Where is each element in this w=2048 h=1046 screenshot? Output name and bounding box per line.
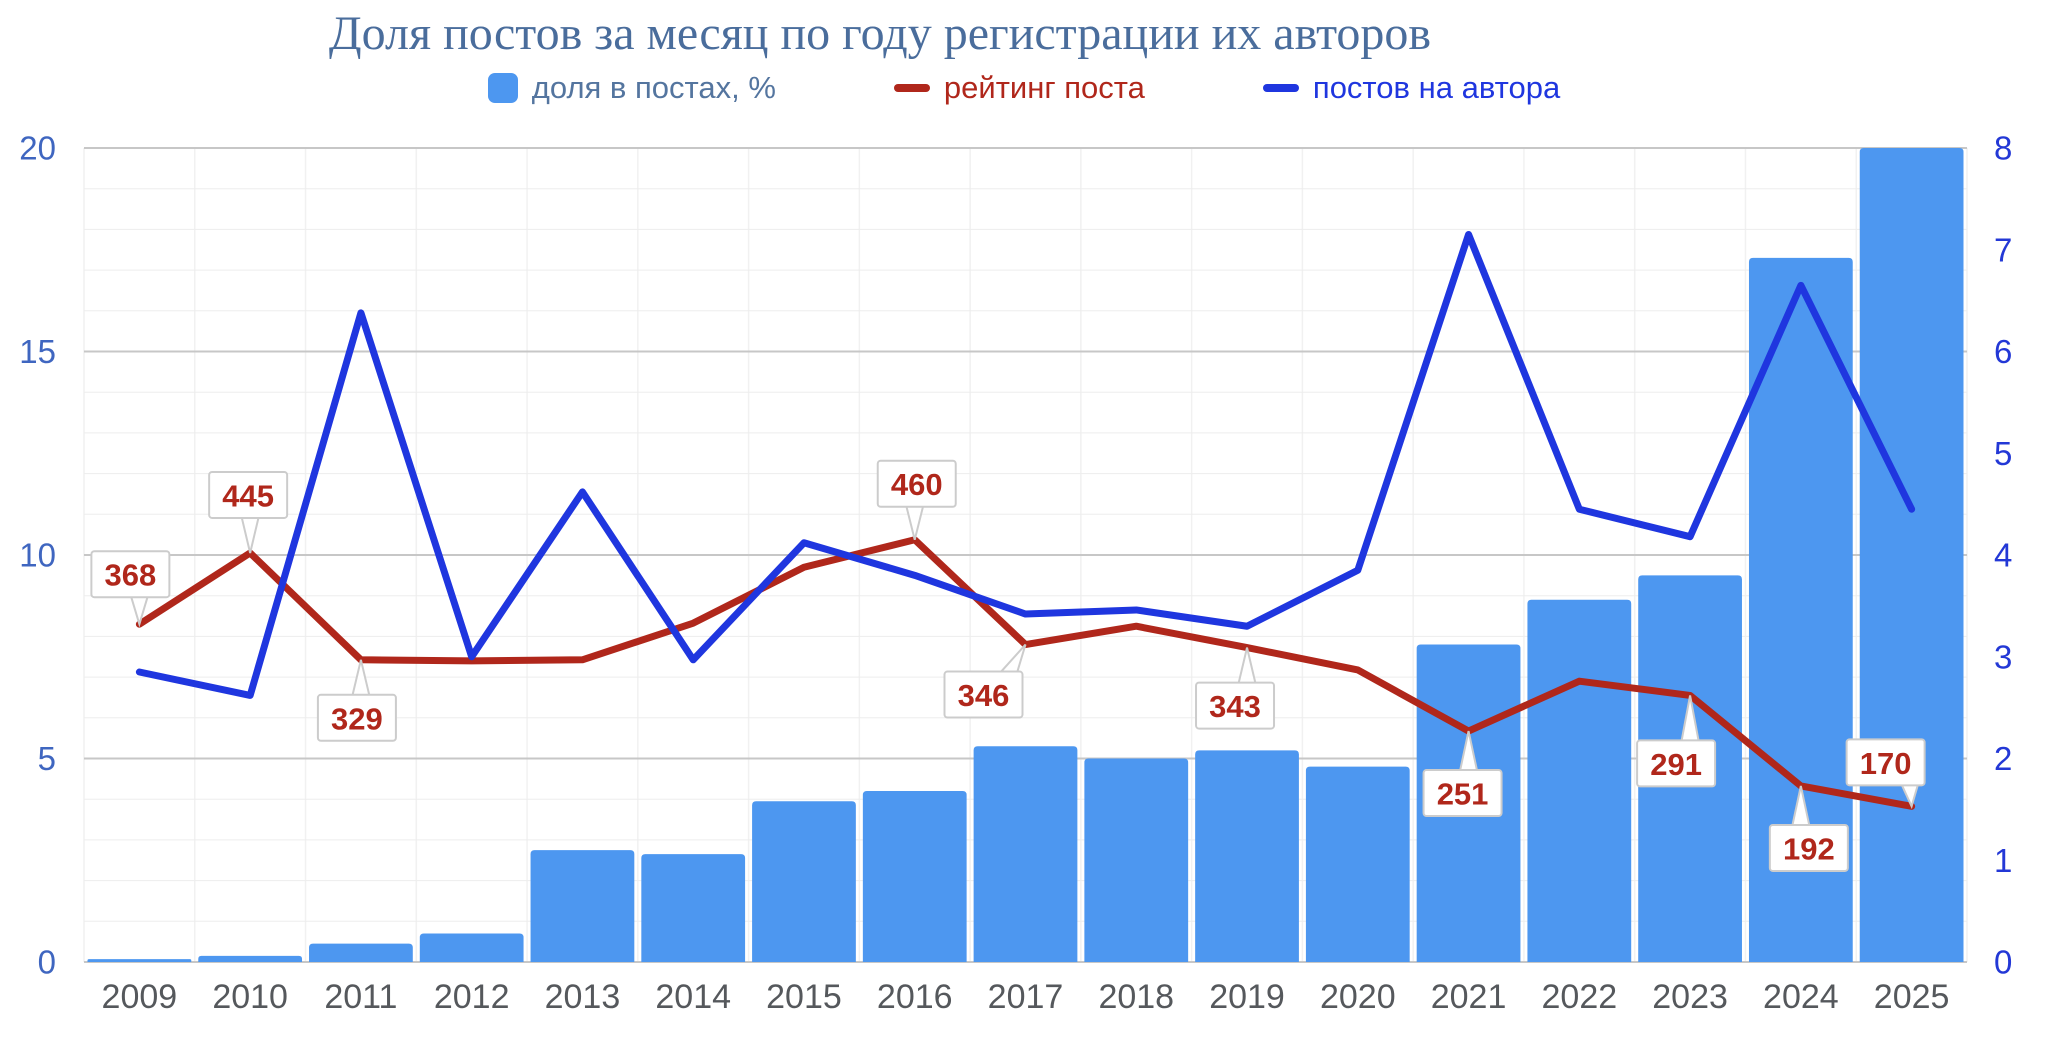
right-axis-tick: 8 [1994,130,2012,167]
bar-2017[interactable] [973,746,1078,962]
bar-2020[interactable] [1305,766,1410,962]
bar-2022[interactable] [1527,599,1632,962]
bar-2018[interactable] [1084,758,1189,963]
x-axis-label-2023: 2023 [1652,978,1728,1016]
x-axis-label-2013: 2013 [545,978,621,1016]
svg-text:343: 343 [1209,689,1261,724]
point-label-170: 170 [1845,738,1926,810]
bar-2025[interactable] [1859,148,1964,962]
bar-2013[interactable] [530,850,635,962]
svg-text:251: 251 [1437,777,1489,812]
blue-line-swatch-icon [1262,84,1299,92]
point-label-251: 251 [1422,730,1503,818]
red-line-swatch-icon [893,84,930,92]
legend-label-rating: рейтинг поста [943,70,1145,105]
point-label-291: 291 [1636,695,1717,788]
svg-text:192: 192 [1783,831,1835,866]
bar-2019[interactable] [1195,750,1299,962]
x-axis-label-2022: 2022 [1542,978,1618,1016]
legend-item-share[interactable]: доля в постах, % [487,70,776,106]
x-axis-label-2025: 2025 [1874,978,1950,1016]
x-axis-label-2024: 2024 [1763,978,1839,1016]
legend-item-rating[interactable]: рейтинг поста [893,70,1145,106]
right-axis-tick: 5 [1994,435,2012,472]
right-axis-tick: 1 [1994,842,2012,879]
bar-2010[interactable] [198,955,303,962]
x-axis-label-2009: 2009 [102,978,178,1016]
left-axis-tick: 15 [19,333,56,370]
svg-text:346: 346 [958,678,1010,713]
right-axis-tick: 2 [1994,740,2012,777]
bar-2011[interactable] [309,943,413,962]
svg-text:170: 170 [1860,746,1912,781]
x-axis-label-2015: 2015 [766,978,842,1016]
x-axis-label-2012: 2012 [434,978,510,1016]
right-axis-tick: 6 [1994,333,2012,370]
right-axis-tick: 7 [1994,231,2012,268]
chart-legend: доля в постах, % рейтинг поста постов на… [0,70,2048,106]
left-axis-tick: 5 [38,740,56,777]
point-label-192: 192 [1768,785,1849,872]
bar-2024[interactable] [1748,257,1853,962]
svg-text:460: 460 [891,467,943,502]
left-axis-tick: 0 [38,944,56,981]
bar-2012[interactable] [419,933,524,962]
svg-text:329: 329 [331,701,383,736]
legend-label-posts-per-author: постов на автора [1312,70,1561,105]
x-axis-label-2016: 2016 [877,978,953,1016]
series-line-posts-per-author[interactable] [135,230,1916,699]
x-axis-label-2021: 2021 [1431,978,1507,1016]
bar-2016[interactable] [862,791,967,962]
bar-2009[interactable] [87,959,192,962]
x-axis-label-2011: 2011 [324,978,397,1016]
right-axis-tick: 3 [1994,638,2012,675]
point-label-368: 368 [90,550,171,628]
svg-text:368: 368 [105,558,157,593]
svg-text:445: 445 [222,478,274,513]
legend-label-share: доля в постах, % [531,70,776,105]
x-axis-label-2017: 2017 [988,978,1064,1016]
right-axis-tick: 0 [1994,944,2012,981]
x-axis-label-2018: 2018 [1098,978,1174,1016]
point-label-343: 343 [1195,647,1276,730]
chart-title: Доля постов за месяц по году регистрации… [328,7,1432,60]
left-axis-tick: 10 [19,537,56,574]
svg-text:291: 291 [1650,747,1702,782]
left-axis-tick: 20 [19,130,56,167]
x-axis-label-2010: 2010 [212,978,288,1016]
x-axis-label-2020: 2020 [1320,978,1396,1016]
x-axis-label-2019: 2019 [1209,978,1285,1016]
point-label-329: 329 [316,659,397,742]
x-axis-label-2014: 2014 [655,978,731,1016]
point-label-445: 445 [208,470,289,554]
title-container: Доля постов за месяц по году регистрации… [0,6,1760,61]
right-axis-tick: 4 [1994,537,2012,574]
point-label-460: 460 [876,459,957,540]
bar-2015[interactable] [752,801,856,962]
legend-item-posts-per-author[interactable]: постов на автора [1262,70,1561,106]
point-label-346: 346 [943,643,1027,719]
bar-2014[interactable] [641,854,746,962]
bar-swatch-icon [487,73,518,103]
